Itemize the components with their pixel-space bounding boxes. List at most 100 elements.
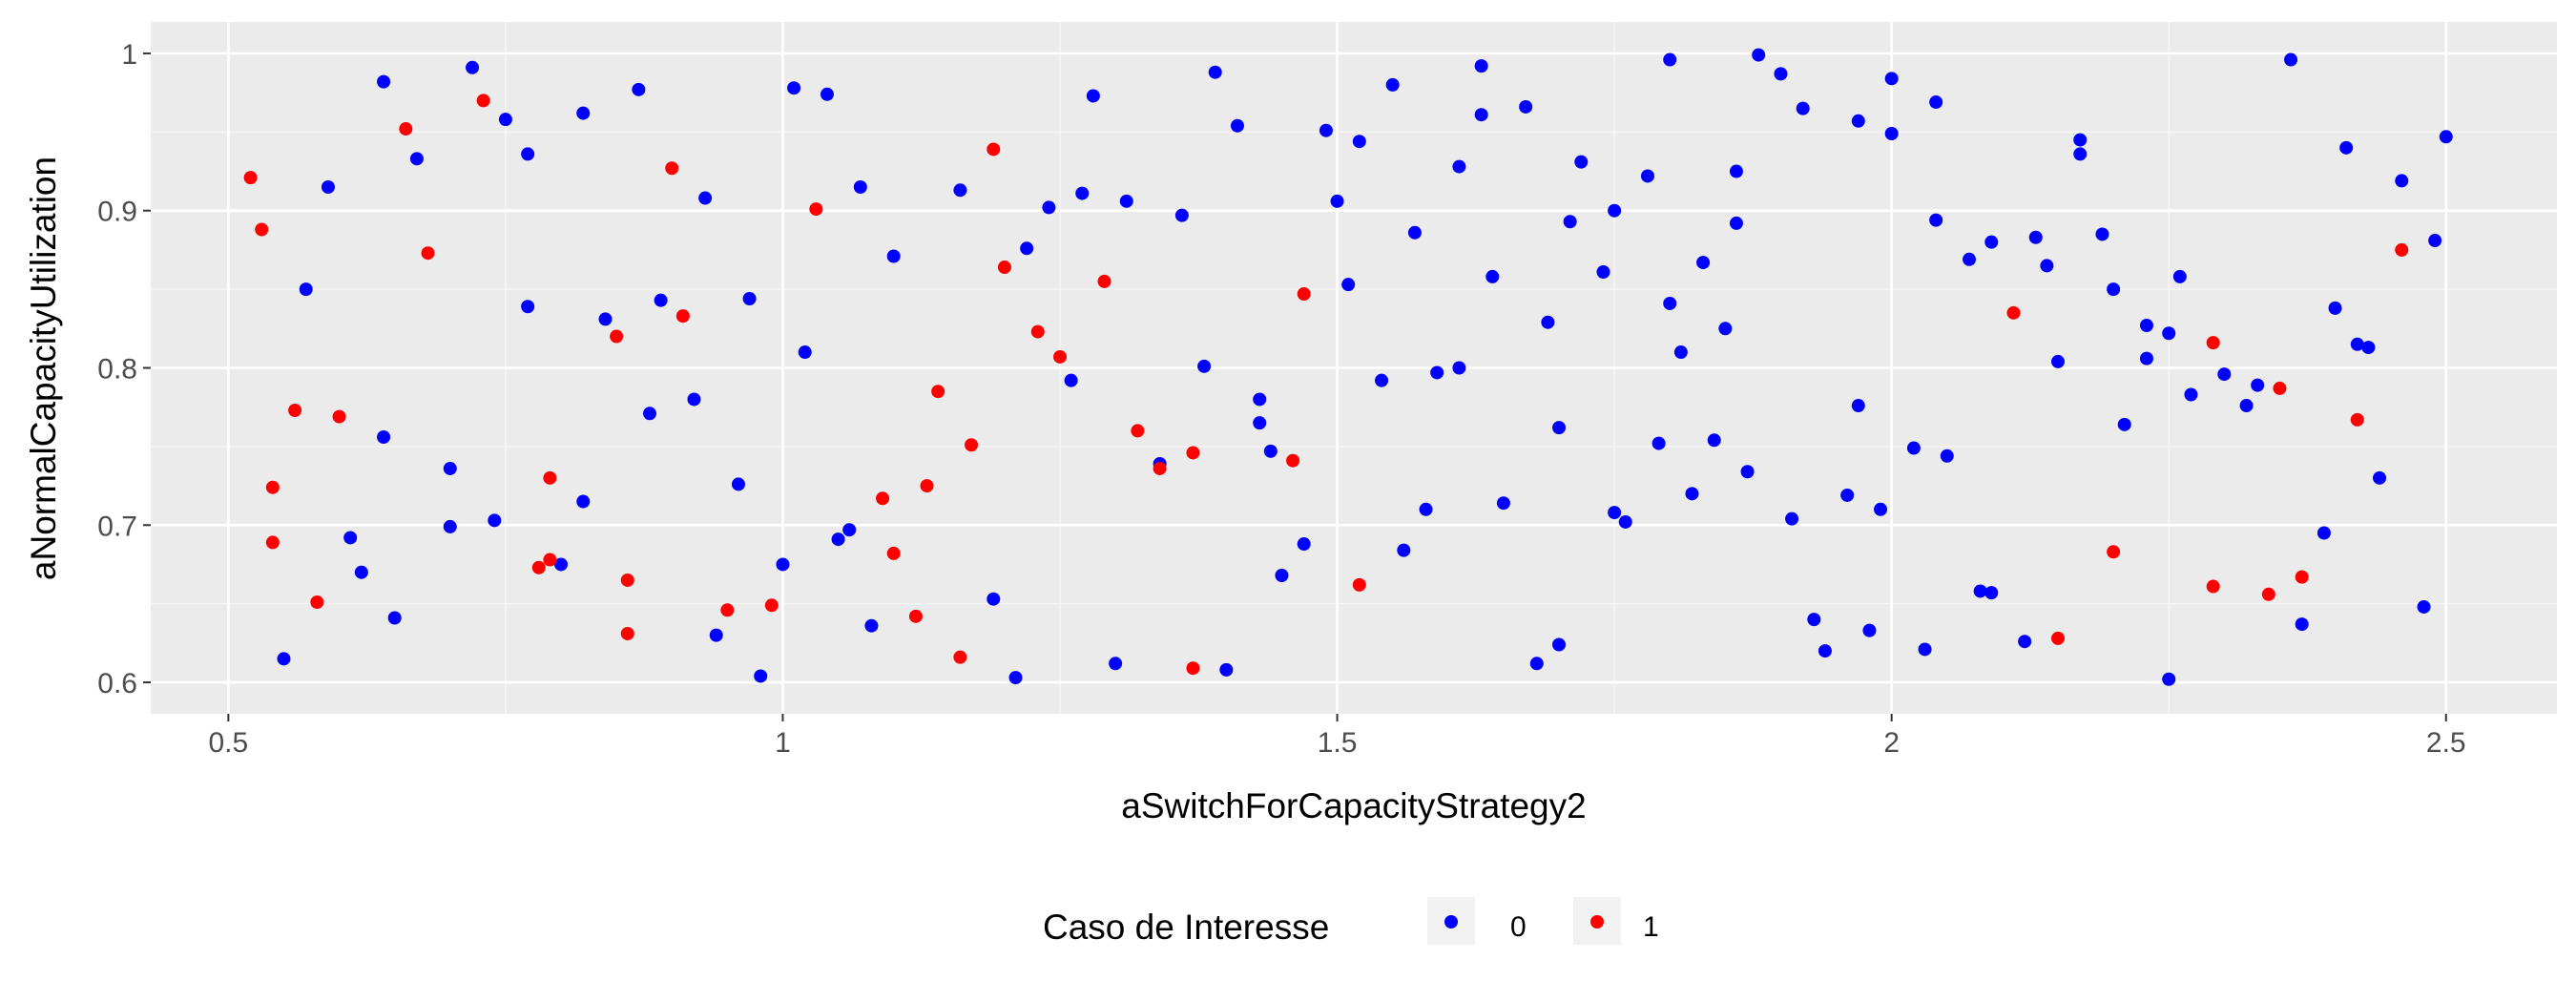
data-point-series-0 <box>1984 586 1999 600</box>
data-point-series-0 <box>2439 130 2453 144</box>
data-point-series-0 <box>1341 278 1356 292</box>
data-point-series-1 <box>665 161 679 176</box>
data-point-series-0 <box>1608 203 1622 218</box>
data-point-series-1 <box>310 595 324 610</box>
data-point-series-0 <box>2139 319 2153 333</box>
data-point-series-0 <box>1884 126 1899 140</box>
data-point-series-1 <box>953 650 967 664</box>
legend: Caso de Interesse 0 1 <box>1043 897 1659 947</box>
data-point-series-0 <box>1330 194 1344 208</box>
data-point-series-0 <box>1552 637 1567 652</box>
data-point-series-0 <box>1940 449 1954 463</box>
data-point-series-0 <box>2373 470 2387 485</box>
data-points <box>243 48 2453 686</box>
x-tick-label: 2 <box>1883 727 1900 759</box>
data-point-series-0 <box>776 557 790 572</box>
data-point-series-0 <box>2162 672 2176 686</box>
data-point-series-0 <box>698 191 713 205</box>
data-point-series-0 <box>1208 65 1222 79</box>
data-point-series-0 <box>1785 511 1799 526</box>
y-tick-label: 0.8 <box>97 354 137 386</box>
data-point-series-1 <box>2107 545 2121 559</box>
data-point-series-1 <box>531 560 546 574</box>
data-point-series-0 <box>1663 296 1677 310</box>
data-point-series-1 <box>920 479 934 493</box>
data-point-series-0 <box>488 513 502 528</box>
data-point-series-0 <box>2350 337 2364 351</box>
data-point-series-0 <box>953 183 967 198</box>
major-grid <box>151 22 2557 714</box>
data-point-series-0 <box>1984 235 1999 249</box>
data-point-series-0 <box>1385 77 1400 92</box>
data-point-series-0 <box>1718 322 1733 336</box>
legend-title: Caso de Interesse <box>1043 908 1329 947</box>
data-point-series-0 <box>1541 315 1555 329</box>
data-point-series-0 <box>654 293 668 307</box>
data-point-series-0 <box>1929 213 1943 227</box>
data-point-series-1 <box>997 261 1011 275</box>
y-axis-ticks: 0.6 0.7 0.8 0.9 1 <box>97 39 151 699</box>
data-point-series-0 <box>354 565 368 579</box>
data-point-series-0 <box>1452 361 1466 375</box>
data-point-series-0 <box>787 81 801 95</box>
data-point-series-0 <box>1673 345 1688 360</box>
data-point-series-0 <box>1663 52 1677 67</box>
data-point-series-0 <box>2184 387 2198 402</box>
data-point-series-0 <box>2117 417 2131 431</box>
data-point-series-0 <box>2395 174 2409 188</box>
data-point-series-1 <box>1030 324 1045 339</box>
data-point-series-1 <box>265 535 280 550</box>
data-point-series-0 <box>1818 644 1832 658</box>
data-point-series-0 <box>1008 671 1023 685</box>
data-point-series-0 <box>443 519 457 533</box>
data-point-series-0 <box>1552 421 1567 435</box>
data-point-series-1 <box>2206 579 2220 594</box>
x-tick-label: 0.5 <box>208 727 248 759</box>
data-point-series-0 <box>1430 365 1444 380</box>
data-point-series-0 <box>632 82 646 96</box>
data-point-series-0 <box>1109 657 1123 671</box>
data-point-series-0 <box>1652 436 1666 450</box>
data-point-series-0 <box>443 461 457 475</box>
data-point-series-0 <box>1485 269 1500 283</box>
data-point-series-0 <box>2018 635 2032 649</box>
data-point-series-0 <box>2073 147 2088 161</box>
data-point-series-1 <box>931 385 945 399</box>
data-point-series-0 <box>687 392 701 407</box>
data-point-series-0 <box>864 618 879 633</box>
data-point-series-1 <box>399 122 413 136</box>
data-point-series-0 <box>1640 169 1654 183</box>
data-point-series-1 <box>620 626 634 640</box>
data-point-series-0 <box>377 74 391 89</box>
data-point-series-1 <box>886 546 901 560</box>
data-point-series-1 <box>543 470 557 485</box>
data-point-series-0 <box>1407 225 1422 240</box>
data-point-series-0 <box>1807 613 1821 627</box>
data-point-series-0 <box>1963 252 1977 266</box>
data-point-series-0 <box>1563 215 1577 229</box>
data-point-series-0 <box>1752 48 1766 62</box>
data-point-series-1 <box>620 573 634 587</box>
data-point-series-0 <box>1319 123 1333 137</box>
data-point-series-0 <box>1086 89 1100 103</box>
data-point-series-0 <box>2316 526 2331 540</box>
data-point-series-0 <box>820 87 834 101</box>
y-tick-label: 0.7 <box>97 511 137 542</box>
y-axis-title: aNormalCapacityUtilization <box>24 157 63 580</box>
data-point-series-0 <box>1851 114 1865 128</box>
data-point-series-0 <box>1263 444 1278 458</box>
data-point-series-0 <box>2162 326 2176 341</box>
data-point-series-0 <box>842 523 857 537</box>
data-point-series-0 <box>1253 416 1267 430</box>
data-point-series-0 <box>2339 140 2354 155</box>
data-point-series-0 <box>2361 341 2376 355</box>
data-point-series-0 <box>2107 282 2121 297</box>
data-point-series-0 <box>1707 433 1721 448</box>
data-point-series-1 <box>265 480 280 494</box>
data-point-series-0 <box>321 180 335 195</box>
x-tick-label: 1.5 <box>1318 727 1358 759</box>
data-point-series-0 <box>466 60 480 74</box>
data-point-series-0 <box>409 152 424 166</box>
data-point-series-0 <box>2040 259 2054 273</box>
